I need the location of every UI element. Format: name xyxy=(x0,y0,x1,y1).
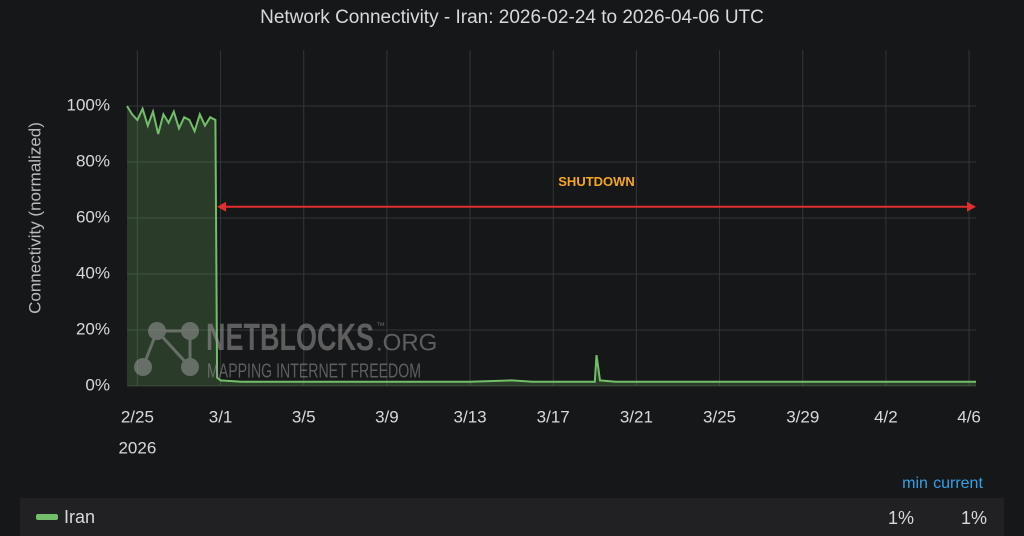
legend-swatch xyxy=(36,514,58,520)
y-tick-label: 20% xyxy=(76,319,110,338)
x-tick-label: 3/5 xyxy=(292,407,316,426)
arrow-head xyxy=(217,201,227,212)
legend-stat: 1% xyxy=(888,508,914,528)
y-axis-label: Connectivity (normalized) xyxy=(25,122,44,314)
x-tick-label: 3/17 xyxy=(537,407,570,426)
x-tick-label: 4/2 xyxy=(874,407,898,426)
y-tick-label: 0% xyxy=(85,375,110,394)
watermark-name: NETBLOCKS xyxy=(206,317,374,359)
legend-column-header: current xyxy=(933,475,983,492)
area-fill xyxy=(127,106,976,386)
y-tick-label: 40% xyxy=(76,263,110,282)
watermark: NETBLOCKS .ORG ™ MAPPING INTERNET FREEDO… xyxy=(134,317,437,382)
y-tick-label: 60% xyxy=(76,207,110,226)
y-tick-label: 100% xyxy=(67,95,110,114)
x-tick-label: 3/1 xyxy=(209,407,233,426)
legend-row xyxy=(20,498,1004,536)
chart-title: Network Connectivity - Iran: 2026-02-24 … xyxy=(260,7,764,28)
x-tick-label: 3/9 xyxy=(375,407,399,426)
x-tick-label: 3/25 xyxy=(703,407,736,426)
y-tick-label: 80% xyxy=(76,151,110,170)
annotation-label: SHUTDOWN xyxy=(558,174,635,189)
arrow-head xyxy=(967,201,976,212)
series-line xyxy=(126,105,976,383)
x-tick-label: 3/21 xyxy=(620,407,653,426)
watermark-tagline: MAPPING INTERNET FREEDOM xyxy=(207,360,421,382)
legend-label[interactable]: Iran xyxy=(64,507,95,527)
x-tick-label: 3/29 xyxy=(786,407,819,426)
x-tick-label: 3/13 xyxy=(454,407,487,426)
legend-column-header: min xyxy=(902,475,928,492)
x-year-label: 2026 xyxy=(118,438,156,457)
watermark-suffix: .ORG xyxy=(376,329,437,356)
x-tick-label: 2/25 xyxy=(121,407,154,426)
x-tick-label: 4/6 xyxy=(957,407,981,426)
watermark-tm: ™ xyxy=(376,320,385,330)
legend-stat: 1% xyxy=(961,508,987,528)
